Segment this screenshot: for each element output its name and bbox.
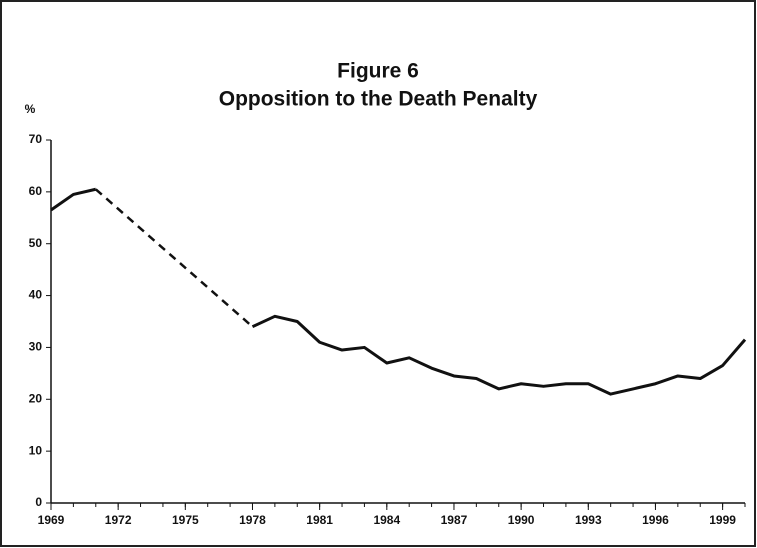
chart-title: Figure 6 [337,60,419,83]
chart-subtitle: Opposition to the Death Penalty [219,88,538,111]
x-tick-label: 1984 [373,513,400,527]
x-tick-label: 1999 [709,513,736,527]
y-tick-label: 40 [29,288,43,302]
x-tick-label: 1996 [642,513,669,527]
y-tick-label: 50 [29,236,43,250]
y-tick-label: 60 [29,184,43,198]
x-tick-label: 1981 [306,513,333,527]
y-tick-label: 20 [29,391,43,405]
x-tick-label: 1972 [105,513,132,527]
series-line [50,187,747,396]
x-tick-label: 1975 [172,513,199,527]
y-tick-label: 10 [29,443,43,457]
y-tick-label: 30 [29,340,43,354]
x-tick-label: 1969 [38,513,65,527]
x-tick-label: 1978 [239,513,266,527]
gap-connector [94,188,254,328]
y-tick-label: 0 [35,495,42,509]
x-tick-label: 1993 [575,513,602,527]
y-tick-label: 70 [29,132,43,146]
x-tick-label: 1990 [508,513,535,527]
x-tick-label: 1987 [441,513,468,527]
y-axis-label: % [25,102,36,116]
